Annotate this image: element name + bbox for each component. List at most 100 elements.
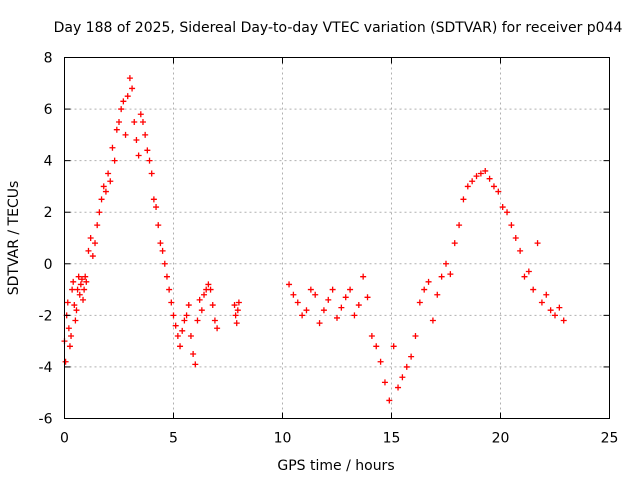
data-point [347, 286, 354, 293]
data-point [234, 307, 241, 314]
data-point [231, 302, 238, 309]
data-point [73, 307, 80, 314]
data-point [85, 247, 92, 254]
data-point [286, 281, 293, 288]
data-point [517, 247, 524, 254]
data-point [161, 260, 168, 267]
data-point [78, 276, 85, 283]
data-point [72, 317, 79, 324]
data-point [552, 312, 558, 319]
data-points [61, 75, 567, 404]
y-tick-label: -6 [39, 412, 53, 428]
data-point [482, 167, 489, 174]
data-point [172, 322, 179, 329]
data-point [451, 240, 458, 247]
y-tick-label: 2 [44, 205, 53, 221]
data-point [416, 299, 423, 306]
data-point [111, 157, 118, 164]
data-point [530, 286, 537, 293]
data-point [142, 131, 149, 138]
data-point [62, 358, 69, 365]
data-point [96, 209, 103, 216]
data-point [181, 317, 188, 324]
x-tick-label: 0 [60, 431, 69, 447]
data-point [469, 178, 476, 185]
data-point [194, 317, 201, 324]
data-point [355, 302, 362, 309]
data-point [233, 320, 240, 327]
data-point [70, 278, 77, 285]
data-point [83, 278, 90, 285]
data-point [196, 296, 203, 303]
data-point [235, 299, 242, 306]
data-point [66, 343, 73, 350]
data-point [174, 332, 181, 339]
data-point [177, 343, 184, 350]
data-point [490, 183, 497, 190]
data-point [447, 271, 454, 278]
data-point [107, 178, 114, 185]
data-point [80, 296, 87, 303]
data-point [187, 332, 194, 339]
data-point [65, 325, 72, 332]
data-point [368, 332, 375, 339]
data-point [390, 343, 397, 350]
data-point [201, 291, 208, 298]
data-point [556, 304, 563, 311]
data-point [87, 235, 94, 241]
data-point [157, 240, 164, 247]
data-point [124, 93, 131, 100]
x-tick-label: 25 [601, 431, 619, 447]
y-tick-label: -2 [39, 308, 53, 324]
data-point [443, 260, 449, 267]
data-point [183, 312, 190, 319]
data-point [412, 332, 419, 339]
x-tick-label: 5 [169, 431, 178, 447]
data-point [155, 222, 162, 229]
y-tick-label: 6 [44, 102, 53, 118]
data-point [100, 183, 107, 190]
data-point [360, 273, 367, 280]
data-point [135, 152, 142, 159]
data-point [81, 286, 88, 293]
data-point [495, 188, 502, 195]
data-point [139, 118, 146, 125]
data-point [547, 307, 554, 314]
data-point [303, 307, 310, 314]
data-point [534, 240, 541, 247]
data-point [148, 170, 155, 177]
data-point [71, 302, 78, 309]
data-point [408, 353, 415, 360]
y-tick-label: 0 [44, 257, 53, 273]
data-point [399, 374, 406, 381]
data-point [421, 286, 428, 293]
data-point [403, 363, 410, 370]
data-point [499, 204, 506, 211]
data-point [94, 222, 101, 229]
data-point [386, 397, 393, 404]
data-point [120, 98, 127, 105]
data-point [129, 85, 136, 92]
data-point [543, 291, 550, 298]
data-point [456, 222, 463, 229]
data-point [179, 327, 186, 334]
y-axis-label: SDTVAR / TECUs [6, 181, 22, 296]
data-point [364, 294, 371, 301]
data-point [232, 312, 239, 319]
data-point [159, 247, 166, 254]
data-point [395, 384, 402, 391]
data-point [434, 291, 441, 298]
data-point [560, 317, 567, 324]
data-point [122, 131, 129, 138]
data-point [150, 196, 157, 203]
data-point [75, 273, 82, 280]
grid-lines [64, 57, 610, 419]
data-point [98, 196, 105, 203]
data-point [207, 286, 214, 293]
data-point [521, 273, 528, 280]
data-point [209, 302, 216, 309]
data-point [334, 314, 340, 321]
data-point [307, 286, 314, 293]
data-point [68, 332, 75, 339]
